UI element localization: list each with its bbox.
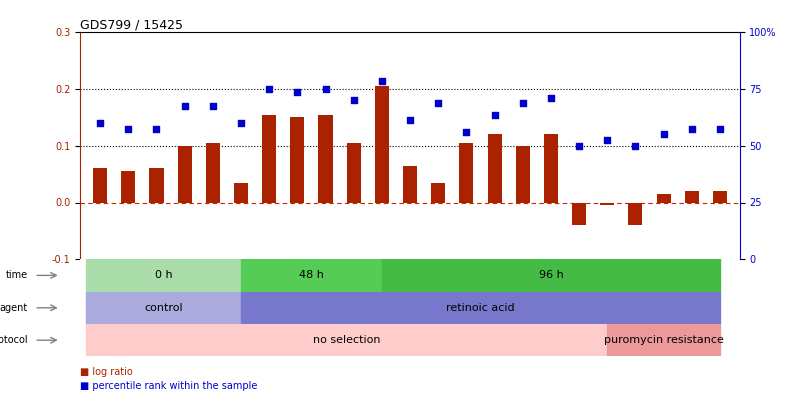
Point <box>600 137 613 143</box>
Bar <box>86 259 241 292</box>
Bar <box>487 134 501 202</box>
Bar <box>121 171 135 202</box>
Point <box>178 103 191 109</box>
Point <box>684 126 697 132</box>
Text: control: control <box>144 303 182 313</box>
Point <box>431 100 444 107</box>
Text: 96 h: 96 h <box>538 271 563 280</box>
Bar <box>241 259 381 292</box>
Point <box>291 89 304 95</box>
Point <box>206 103 219 109</box>
Bar <box>149 168 163 202</box>
Point <box>347 97 360 104</box>
Bar <box>86 292 241 324</box>
Bar <box>346 143 361 202</box>
Text: time: time <box>6 271 27 280</box>
Text: 48 h: 48 h <box>299 271 324 280</box>
Bar <box>712 191 726 202</box>
Bar <box>374 86 389 202</box>
Text: agent: agent <box>0 303 27 313</box>
Text: puromycin resistance: puromycin resistance <box>603 335 723 345</box>
Bar <box>684 191 698 202</box>
Point <box>234 120 247 126</box>
Text: growth protocol: growth protocol <box>0 335 27 345</box>
Bar <box>430 183 445 202</box>
Point <box>712 126 725 132</box>
Point <box>487 111 500 118</box>
Bar <box>543 134 557 202</box>
Text: GDS799 / 15425: GDS799 / 15425 <box>80 18 183 31</box>
Point <box>572 143 585 149</box>
Bar <box>656 194 670 202</box>
Bar <box>381 259 719 292</box>
Bar <box>206 143 219 202</box>
Text: 0 h: 0 h <box>154 271 172 280</box>
Text: ■ percentile rank within the sample: ■ percentile rank within the sample <box>80 381 258 391</box>
Bar <box>515 146 529 202</box>
Bar <box>93 168 107 202</box>
Point <box>122 126 135 132</box>
Bar <box>234 183 248 202</box>
Bar <box>86 324 606 356</box>
Bar <box>606 324 719 356</box>
Point <box>544 94 556 101</box>
Bar <box>262 115 276 202</box>
Text: ■ log ratio: ■ log ratio <box>80 367 133 377</box>
Bar <box>290 117 304 202</box>
Bar <box>459 143 473 202</box>
Text: retinoic acid: retinoic acid <box>446 303 514 313</box>
Point <box>628 143 641 149</box>
Point <box>94 120 107 126</box>
Bar <box>628 202 642 225</box>
Point <box>403 117 416 124</box>
Bar <box>402 166 417 202</box>
Bar <box>600 202 613 205</box>
Point <box>459 128 472 135</box>
Bar <box>571 202 585 225</box>
Bar <box>241 292 719 324</box>
Point <box>263 86 275 92</box>
Bar <box>318 115 332 202</box>
Text: no selection: no selection <box>312 335 380 345</box>
Point <box>319 86 332 92</box>
Point <box>516 100 528 107</box>
Bar <box>177 146 191 202</box>
Point <box>150 126 163 132</box>
Point <box>656 131 669 138</box>
Point <box>375 77 388 84</box>
